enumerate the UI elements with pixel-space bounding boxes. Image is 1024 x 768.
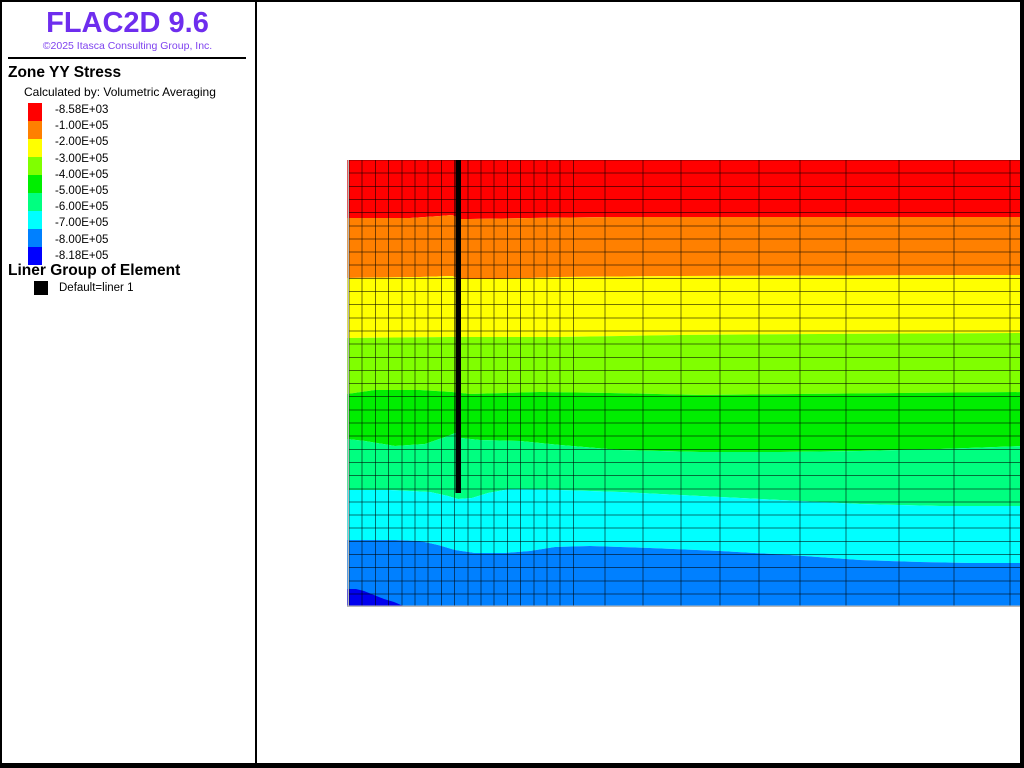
stress-band-2 — [347, 275, 1024, 338]
stress-legend-value: -8.58E+03 — [55, 104, 109, 116]
liner-legend-label: Default=liner 1 — [59, 282, 134, 294]
stress-legend-value: -8.18E+05 — [55, 249, 109, 262]
stress-band-0 — [347, 160, 1024, 219]
stress-legend-value: -7.00E+05 — [55, 217, 109, 230]
stress-legend-value: -6.00E+05 — [55, 201, 109, 214]
stress-legend-value: -8.00E+05 — [55, 233, 109, 246]
stress-band-1 — [347, 215, 1024, 279]
stress-legend-value: -3.00E+05 — [55, 152, 109, 165]
stress-colorbar — [28, 103, 42, 265]
stress-legend-values: -8.58E+03 -1.00E+05 -2.00E+05 -3.00E+05 -4.0… — [55, 102, 108, 264]
mesh-grid — [348, 159, 1024, 608]
liner-color-swatch — [34, 281, 48, 295]
stress-legend-value: -1.00E+05 — [55, 120, 109, 133]
liner-element — [455, 160, 461, 493]
stress-band-7 — [347, 540, 1024, 607]
model-edge — [347, 160, 1024, 607]
stress-band-3 — [347, 333, 1024, 395]
stress-band-6 — [347, 489, 1024, 563]
app-title: FLAC2D 9.6 — [46, 7, 209, 39]
header-rule — [8, 57, 246, 59]
stress-legend-heading: Zone YY Stress — [8, 64, 122, 81]
contour-plot-canvas[interactable] — [347, 159, 1024, 608]
sidebar-divider — [255, 0, 257, 768]
stress-legend-subheading: Calculated by: Volumetric Averaging — [24, 85, 216, 99]
stress-legend-value: -4.00E+05 — [55, 168, 109, 181]
stress-legend-value: -5.00E+05 — [55, 184, 109, 197]
app-copyright: ©2025 Itasca Consulting Group, Inc. — [42, 40, 213, 52]
stress-legend-value: -2.00E+05 — [55, 136, 109, 149]
liner-legend-heading: Liner Group of Element — [8, 262, 181, 279]
stress-band-5 — [347, 433, 1024, 506]
legend-sidebar: FLAC2D 9.6 ©2025 Itasca Consulting Group… — [0, 0, 255, 768]
